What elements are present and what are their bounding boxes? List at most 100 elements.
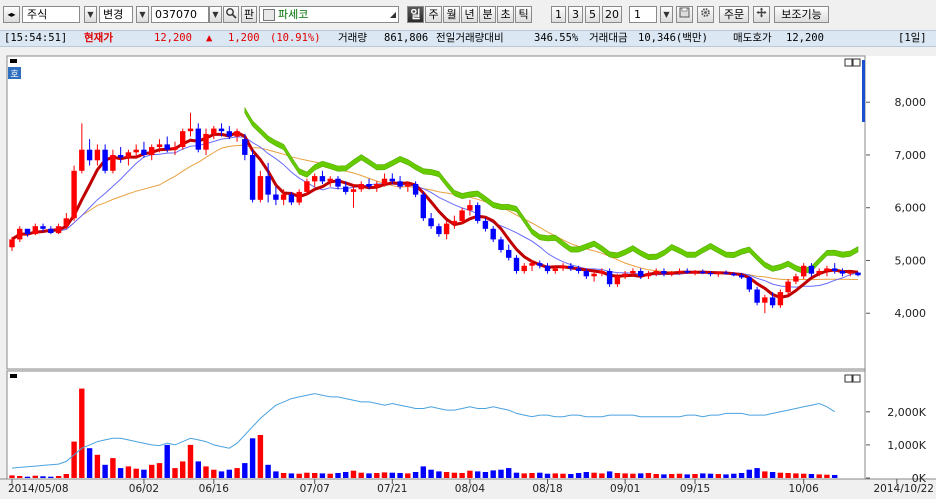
candle-body: [265, 176, 271, 195]
interval-5-button[interactable]: 5: [585, 6, 600, 23]
panel-close-icon[interactable]: [852, 58, 861, 67]
save-icon[interactable]: [676, 6, 693, 23]
candle-body: [801, 265, 807, 277]
chart-area[interactable]: 호 8,000 7,000 6,000 5,000 4,000 2,000K 1,000K 0…: [0, 52, 936, 496]
volume-bar: [521, 473, 527, 478]
volume-bar: [482, 472, 489, 478]
price-panel-controls[interactable]: [844, 58, 861, 383]
candle-body: [117, 155, 124, 158]
volume-bar: [754, 468, 760, 478]
volume-bar: [599, 473, 605, 478]
volume-tick-label: 1,000K: [887, 439, 926, 452]
period-month-button[interactable]: 월: [443, 6, 460, 23]
volume-value: 861,806: [384, 32, 429, 44]
interval-3-button[interactable]: 3: [568, 6, 583, 23]
volume-bar: [63, 474, 69, 478]
period-year-button[interactable]: 년: [461, 6, 478, 23]
stock-chart[interactable]: 호 8,000 7,000 6,000 5,000 4,000 2,000K 1,000K 0…: [0, 52, 936, 496]
candle-body: [443, 223, 450, 235]
volume-bar: [55, 476, 62, 478]
candle-body: [32, 226, 38, 235]
candle-body: [529, 263, 535, 266]
volume-bar: [9, 475, 15, 478]
move-icon[interactable]: [753, 6, 770, 23]
order-button[interactable]: 주문: [719, 6, 749, 23]
count-dropdown-icon[interactable]: ▼: [660, 6, 673, 23]
list-icon: [263, 9, 275, 21]
volume-bar: [731, 473, 737, 478]
stock-code-value: 037070: [155, 8, 197, 21]
market-select[interactable]: 주식: [22, 6, 80, 23]
candle-body: [847, 272, 853, 274]
search-icon[interactable]: [223, 6, 239, 23]
volume-close-icon[interactable]: [852, 374, 861, 383]
stock-name-field[interactable]: 파세코 ◢: [259, 6, 399, 23]
period-minute-button[interactable]: 분: [479, 6, 496, 23]
period-second-button[interactable]: 초: [497, 6, 514, 23]
market-dropdown-icon[interactable]: ▼: [84, 6, 97, 23]
date-label: 06/02: [129, 483, 159, 495]
gear-icon[interactable]: [697, 6, 714, 23]
candle-body: [839, 271, 846, 274]
volume-bar: [692, 474, 698, 478]
panel-minimize-icon[interactable]: [844, 58, 853, 67]
change-dropdown-icon[interactable]: ▼: [136, 6, 149, 23]
candle-body: [79, 149, 85, 171]
volume-bar: [537, 472, 543, 478]
volume-bar: [156, 463, 163, 478]
aux-function-button[interactable]: 보조기능: [774, 6, 829, 23]
volume-bar: [583, 472, 589, 478]
gear-glyph: [701, 8, 710, 17]
volume-bar: [141, 469, 147, 478]
candle-body: [133, 149, 139, 153]
price-tick-label: 4,000: [895, 307, 927, 320]
volume-bar: [312, 473, 318, 478]
volume-bar: [490, 470, 496, 478]
candle-body: [513, 257, 520, 271]
ask-label: 매도호가: [733, 32, 772, 44]
move-glyph: [756, 7, 767, 18]
save-glyph: [679, 7, 690, 18]
nav-arrows-icon[interactable]: ◂▸: [3, 6, 20, 23]
volume-bar: [793, 473, 799, 478]
up-arrow-icon: ▲: [206, 32, 213, 44]
candle-body: [141, 149, 147, 155]
candle-body: [684, 271, 690, 273]
stock-code-input[interactable]: 037070: [151, 6, 209, 23]
price-label: 현재가: [84, 32, 113, 44]
volume-panel-marker-icon[interactable]: [10, 374, 17, 378]
candle-body: [436, 226, 442, 235]
volume-bar: [203, 466, 209, 478]
period-day-button[interactable]: 일: [407, 6, 424, 23]
candle-body: [226, 131, 232, 137]
volume-bar: [606, 471, 613, 478]
period-tick-button[interactable]: 틱: [515, 6, 532, 23]
candle-body: [614, 276, 621, 285]
volume-bar: [436, 471, 442, 478]
volume-bar: [48, 476, 54, 478]
candle-body: [110, 155, 116, 171]
pan-button[interactable]: 판: [241, 6, 257, 23]
volume-tick-label: 2,000K: [887, 406, 926, 419]
volume-panel: [6, 370, 866, 480]
volume-bar: [816, 474, 822, 478]
candle-body: [777, 292, 784, 306]
volume-bar: [513, 472, 520, 478]
volume-minimize-icon[interactable]: [844, 374, 853, 383]
indicator-badge-icon[interactable]: [8, 67, 21, 79]
current-price-marker: [862, 60, 865, 122]
code-dropdown-icon[interactable]: ▼: [209, 6, 222, 23]
interval-20-button[interactable]: 20: [602, 6, 622, 23]
candle-body: [622, 273, 628, 277]
candle-body: [560, 265, 566, 269]
candle-body: [17, 228, 23, 240]
change-select[interactable]: 변경: [99, 6, 133, 23]
candle-body: [164, 144, 170, 150]
volume-bar: [762, 471, 768, 478]
period-week-button[interactable]: 주: [425, 6, 442, 23]
count-input[interactable]: 1: [629, 6, 657, 23]
price-panel-marker-icon[interactable]: [10, 59, 17, 63]
interval-1-button[interactable]: 1: [551, 6, 566, 23]
volume-bar: [296, 473, 302, 478]
count-value: 1: [634, 8, 641, 21]
